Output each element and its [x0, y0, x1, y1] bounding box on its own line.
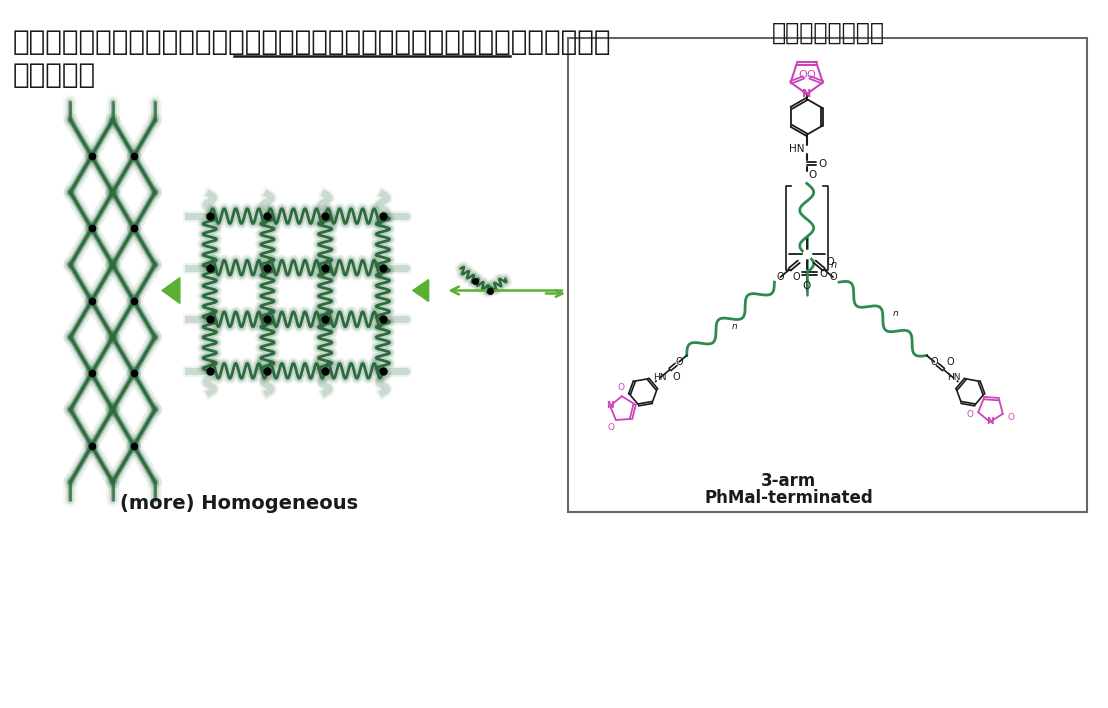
Text: O: O [931, 357, 938, 367]
Text: N: N [606, 401, 614, 411]
Text: 3-arm: 3-arm [761, 472, 817, 490]
Text: O: O [799, 71, 808, 81]
Text: O: O [617, 383, 625, 392]
Text: O: O [802, 280, 811, 290]
Text: O: O [608, 423, 615, 432]
Text: n: n [831, 260, 837, 270]
Text: O: O [807, 71, 814, 81]
Text: N: N [802, 89, 811, 99]
Text: N: N [986, 418, 994, 426]
Text: O: O [673, 372, 680, 382]
Text: HN: HN [654, 373, 667, 382]
Text: O: O [792, 272, 800, 282]
Text: n: n [892, 309, 899, 319]
Text: PhMal-terminated: PhMal-terminated [705, 489, 873, 507]
Text: O: O [809, 171, 817, 181]
Text: O: O [966, 410, 974, 418]
Text: ゴムの網目構造を分子設計により均一化することで、高い力学特性を得ることに: ゴムの網目構造を分子設計により均一化することで、高い力学特性を得ることに [12, 28, 612, 56]
Text: O: O [1007, 413, 1014, 421]
Text: O: O [820, 268, 828, 279]
Text: 成功した。: 成功した。 [12, 61, 96, 89]
Text: O: O [777, 272, 784, 282]
Text: O: O [819, 159, 827, 169]
Text: HN: HN [946, 373, 961, 382]
Bar [568, 38, 1087, 512]
Text: 新規合成した分子: 新規合成した分子 [772, 21, 885, 45]
Text: (more) Homogeneous: (more) Homogeneous [120, 494, 358, 513]
Text: n: n [731, 321, 737, 331]
Text: O: O [827, 257, 834, 267]
Text: O: O [829, 272, 837, 282]
Text: HN: HN [789, 144, 804, 154]
Text: O: O [675, 357, 683, 367]
Text: O: O [946, 357, 954, 367]
Polygon shape [412, 280, 429, 302]
Polygon shape [162, 278, 179, 304]
